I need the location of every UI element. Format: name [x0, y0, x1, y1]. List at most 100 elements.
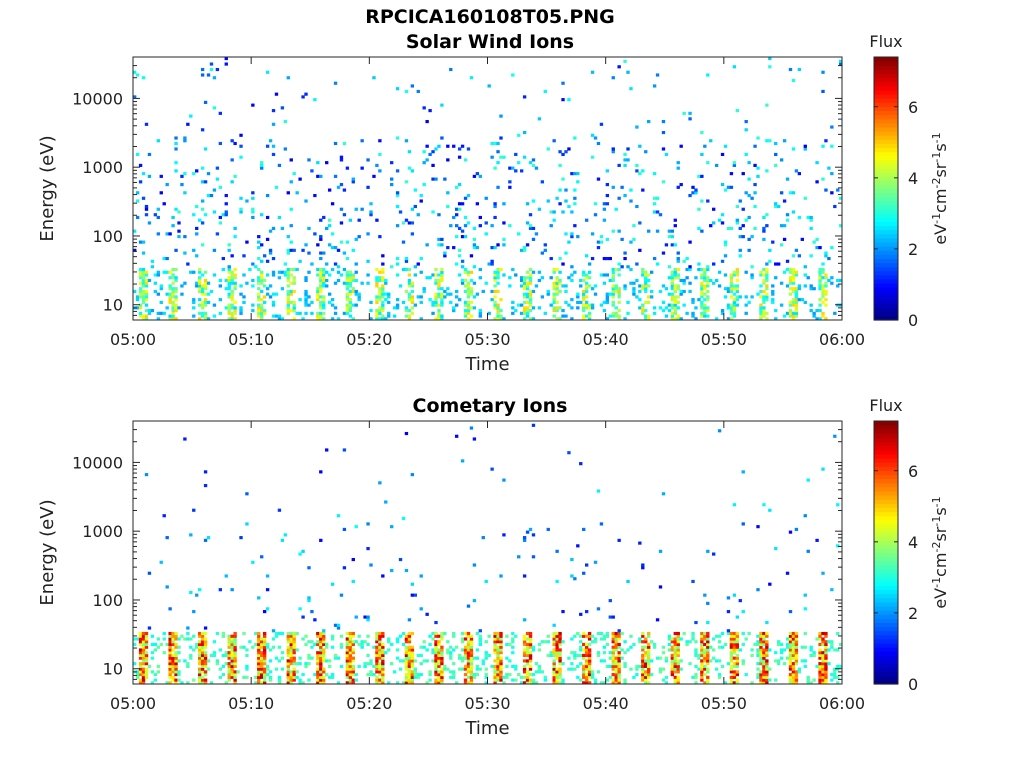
heatmap-cell — [747, 177, 751, 181]
heatmap-cell — [319, 631, 323, 636]
heatmap-cell — [552, 300, 556, 304]
heatmap-cell — [197, 648, 202, 652]
heatmap-cell — [197, 303, 202, 307]
heatmap-cell — [511, 637, 515, 641]
heatmap-cell — [413, 675, 417, 679]
heatmap-cell — [712, 221, 716, 225]
heatmap-cell — [567, 147, 571, 151]
heatmap-cell — [641, 673, 645, 677]
heatmap-cell — [537, 278, 542, 283]
heatmap-cell — [434, 670, 438, 674]
heatmap-cell — [576, 631, 580, 636]
heatmap-cell — [611, 634, 615, 638]
heatmap-cell — [407, 317, 412, 321]
heatmap-cell — [714, 659, 719, 663]
heatmap-cell — [239, 645, 243, 649]
heatmap-cell — [496, 270, 500, 274]
heatmap-cell — [564, 314, 568, 318]
heatmap-cell — [496, 281, 500, 285]
heatmap-cell — [407, 662, 412, 666]
heatmap-cell — [319, 681, 323, 685]
heatmap-cell — [821, 678, 825, 682]
heatmap-cell — [552, 267, 556, 272]
heatmap-cell — [156, 215, 160, 220]
heatmap-cell — [652, 210, 657, 214]
heatmap-cell — [339, 207, 344, 211]
heatmap-cell — [732, 642, 737, 647]
heatmap-cell — [744, 637, 748, 641]
heatmap-cell — [183, 437, 187, 441]
heatmap-cell — [735, 659, 739, 663]
heatmap-cell — [144, 284, 149, 288]
heatmap-cell — [183, 136, 187, 140]
heatmap-cell — [410, 169, 415, 173]
heatmap-cell — [522, 155, 527, 159]
heatmap-cell — [700, 229, 704, 233]
heatmap-cell — [638, 306, 642, 310]
heatmap-cell — [765, 270, 769, 274]
heatmap-cell — [466, 295, 471, 299]
x-tick-label: 05:50 — [701, 330, 747, 349]
heatmap-cell — [647, 631, 651, 636]
heatmap-cell — [286, 306, 290, 310]
heatmap-cell — [200, 303, 205, 307]
heatmap-cell — [765, 317, 769, 321]
heatmap-cell — [517, 303, 521, 307]
heatmap-cell — [765, 292, 769, 296]
heatmap-cell — [230, 642, 234, 647]
heatmap-cell — [587, 314, 592, 318]
heatmap-cell — [605, 642, 610, 647]
heatmap-cell — [218, 215, 223, 220]
heatmap-cell — [582, 309, 586, 313]
heatmap-cell — [502, 478, 506, 482]
heatmap-cell — [351, 640, 355, 644]
heatmap-cell — [700, 300, 704, 304]
heatmap-cell — [378, 673, 382, 677]
heatmap-cell — [227, 645, 231, 649]
heatmap-cell — [824, 642, 828, 647]
heatmap-cell — [759, 648, 763, 652]
heatmap-cell — [744, 295, 748, 299]
heatmap-cell — [165, 585, 169, 589]
heatmap-cell — [469, 637, 474, 641]
heatmap-cell — [327, 292, 332, 296]
heatmap-cell — [611, 295, 615, 299]
heatmap-cell — [549, 651, 553, 655]
heatmap-cell — [596, 246, 601, 250]
heatmap-cell — [452, 670, 456, 674]
heatmap-cell — [496, 640, 500, 644]
heatmap-cell — [434, 678, 438, 682]
heatmap-cell — [688, 240, 692, 244]
heatmap-cell — [262, 254, 267, 258]
colorbar-segment — [874, 601, 898, 607]
heatmap-cell — [791, 191, 796, 195]
heatmap-cell — [460, 648, 465, 652]
heatmap-cell — [141, 298, 146, 302]
heatmap-cell — [138, 180, 143, 184]
heatmap-cell — [348, 637, 352, 641]
heatmap-cell — [378, 481, 382, 485]
heatmap-cell — [794, 637, 799, 641]
heatmap-cell — [611, 640, 615, 644]
heatmap-cell — [762, 664, 766, 668]
heatmap-cell — [463, 645, 468, 649]
heatmap-cell — [251, 284, 255, 288]
heatmap-cell — [779, 656, 784, 660]
heatmap-cell — [289, 648, 293, 652]
heatmap-cell — [632, 287, 636, 291]
heatmap-cell — [579, 284, 583, 288]
heatmap-cell — [200, 659, 205, 663]
heatmap-cell — [434, 640, 438, 644]
heatmap-cell — [658, 585, 663, 589]
heatmap-cell — [617, 309, 621, 313]
heatmap-cell — [381, 653, 385, 657]
heatmap-cell — [203, 287, 208, 291]
heatmap-cell — [511, 645, 515, 649]
heatmap-cell — [463, 278, 468, 283]
heatmap-cell — [138, 295, 143, 299]
heatmap-cell — [333, 311, 338, 315]
heatmap-cell — [280, 667, 285, 671]
heatmap-cell — [197, 681, 202, 685]
heatmap-cell — [413, 659, 417, 663]
heatmap-cell — [815, 237, 819, 241]
